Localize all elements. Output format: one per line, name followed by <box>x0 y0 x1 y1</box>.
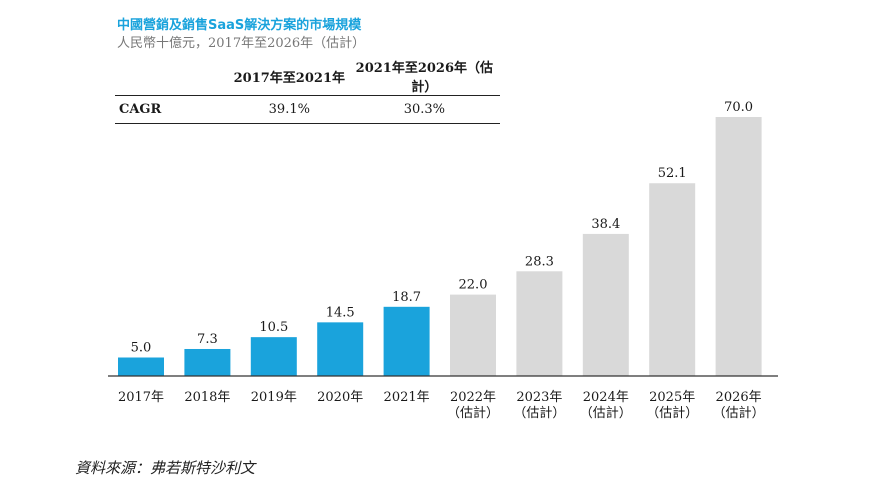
bar-6 <box>516 271 563 376</box>
bar-5 <box>450 294 496 376</box>
cagr-value-1: 39.1% <box>229 95 349 124</box>
cagr-row: CAGR 39.1% 30.3% <box>115 95 500 124</box>
bar-8 <box>649 183 696 376</box>
value-label-2: 10.5 <box>259 320 288 335</box>
cagr-header-blank <box>115 57 230 96</box>
bar-4 <box>383 306 430 376</box>
cagr-value-2: 30.3% <box>348 95 500 124</box>
bar-1 <box>184 348 231 376</box>
cagr-header-period-2: 2021年至2026年（估計） <box>348 57 500 96</box>
cagr-header-period-1: 2017年至2021年 <box>229 57 349 96</box>
x-tick-label-3: 2020年 <box>317 390 363 405</box>
x-tick-label-5: 2022年 <box>450 390 496 405</box>
source-note: 資料來源：弗若斯特沙利文 <box>75 459 256 477</box>
x-tick-label-8-sub: （估計） <box>646 405 698 421</box>
x-tick-label-2: 2019年 <box>251 390 297 405</box>
x-tick-label-8: 2025年 <box>649 390 695 405</box>
x-tick-label-7: 2024年 <box>583 390 629 405</box>
value-label-1: 7.3 <box>197 332 218 347</box>
x-tick-label-5-sub: （估計） <box>447 405 499 421</box>
x-tick-label-9: 2026年 <box>716 390 762 405</box>
x-tick-label-6: 2023年 <box>516 390 562 405</box>
x-tick-label-0: 2017年 <box>118 390 164 405</box>
x-tick-label-6-sub: （估計） <box>513 405 565 421</box>
value-label-4: 18.7 <box>392 290 421 305</box>
value-label-5: 22.0 <box>459 278 488 293</box>
chart-title: 中國營銷及銷售SaaS解決方案的市場規模 <box>117 18 362 33</box>
cagr-table: 2017年至2021年 2021年至2026年（估計） CAGR 39.1% 3… <box>115 57 500 124</box>
value-label-3: 14.5 <box>326 305 355 320</box>
bar-0 <box>118 357 164 376</box>
value-label-0: 5.0 <box>131 341 152 356</box>
value-label-7: 38.4 <box>591 217 620 232</box>
bar-2 <box>250 337 297 376</box>
value-label-9: 70.0 <box>724 100 753 115</box>
cagr-header-row: 2017年至2021年 2021年至2026年（估計） <box>115 57 500 96</box>
chart-subtitle: 人民幣十億元，2017年至2026年（估計） <box>117 36 366 51</box>
value-label-8: 52.1 <box>658 166 687 181</box>
cagr-row-label: CAGR <box>115 95 230 124</box>
value-label-6: 28.3 <box>525 254 554 269</box>
bar-3 <box>317 322 364 376</box>
x-tick-label-4: 2021年 <box>384 390 430 405</box>
x-tick-label-9-sub: （估計） <box>713 405 765 421</box>
x-tick-label-1: 2018年 <box>184 390 230 405</box>
x-tick-label-7-sub: （估計） <box>580 405 632 421</box>
bar-9 <box>715 117 762 376</box>
bar-7 <box>582 233 629 376</box>
